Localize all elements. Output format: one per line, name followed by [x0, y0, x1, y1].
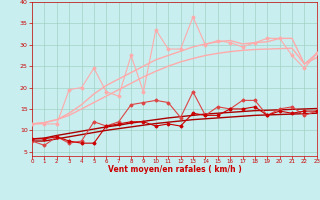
X-axis label: Vent moyen/en rafales ( km/h ): Vent moyen/en rafales ( km/h ): [108, 165, 241, 174]
